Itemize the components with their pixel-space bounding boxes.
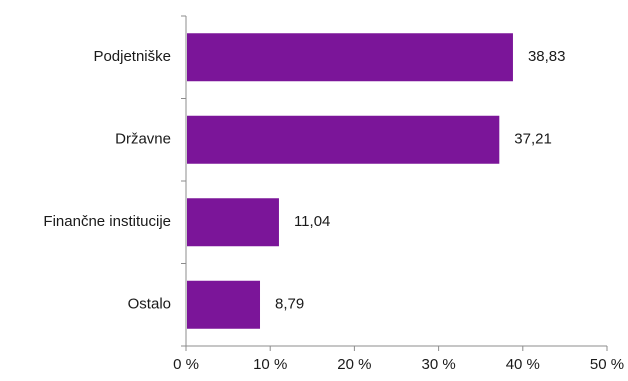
category-label: Ostalo bbox=[128, 296, 171, 313]
x-tick-label: 40 % bbox=[506, 356, 540, 373]
x-tick-label: 30 % bbox=[421, 356, 455, 373]
x-tick-label: 50 % bbox=[590, 356, 624, 373]
bar-4 bbox=[187, 280, 261, 329]
bar-2 bbox=[187, 115, 500, 164]
axes-layer bbox=[181, 15, 608, 351]
category-label: Podjetniške bbox=[93, 48, 171, 65]
value-label: 11,04 bbox=[294, 213, 330, 230]
value-label: 37,21 bbox=[514, 131, 552, 148]
value-label: 8,79 bbox=[275, 296, 304, 313]
labels-layer: Podjetniške 38,83 Državne 37,21 Finančne ins… bbox=[43, 48, 624, 373]
x-tick-label: 0 % bbox=[173, 356, 199, 373]
x-tick-label: 10 % bbox=[253, 356, 287, 373]
bars-layer bbox=[187, 33, 513, 329]
x-tick-label: 20 % bbox=[337, 356, 371, 373]
category-label: Državne bbox=[115, 131, 171, 148]
bar-1 bbox=[187, 33, 513, 82]
value-label: 38,83 bbox=[528, 48, 566, 65]
category-label: Finančne institucije bbox=[43, 213, 171, 230]
bar-3 bbox=[187, 198, 279, 247]
